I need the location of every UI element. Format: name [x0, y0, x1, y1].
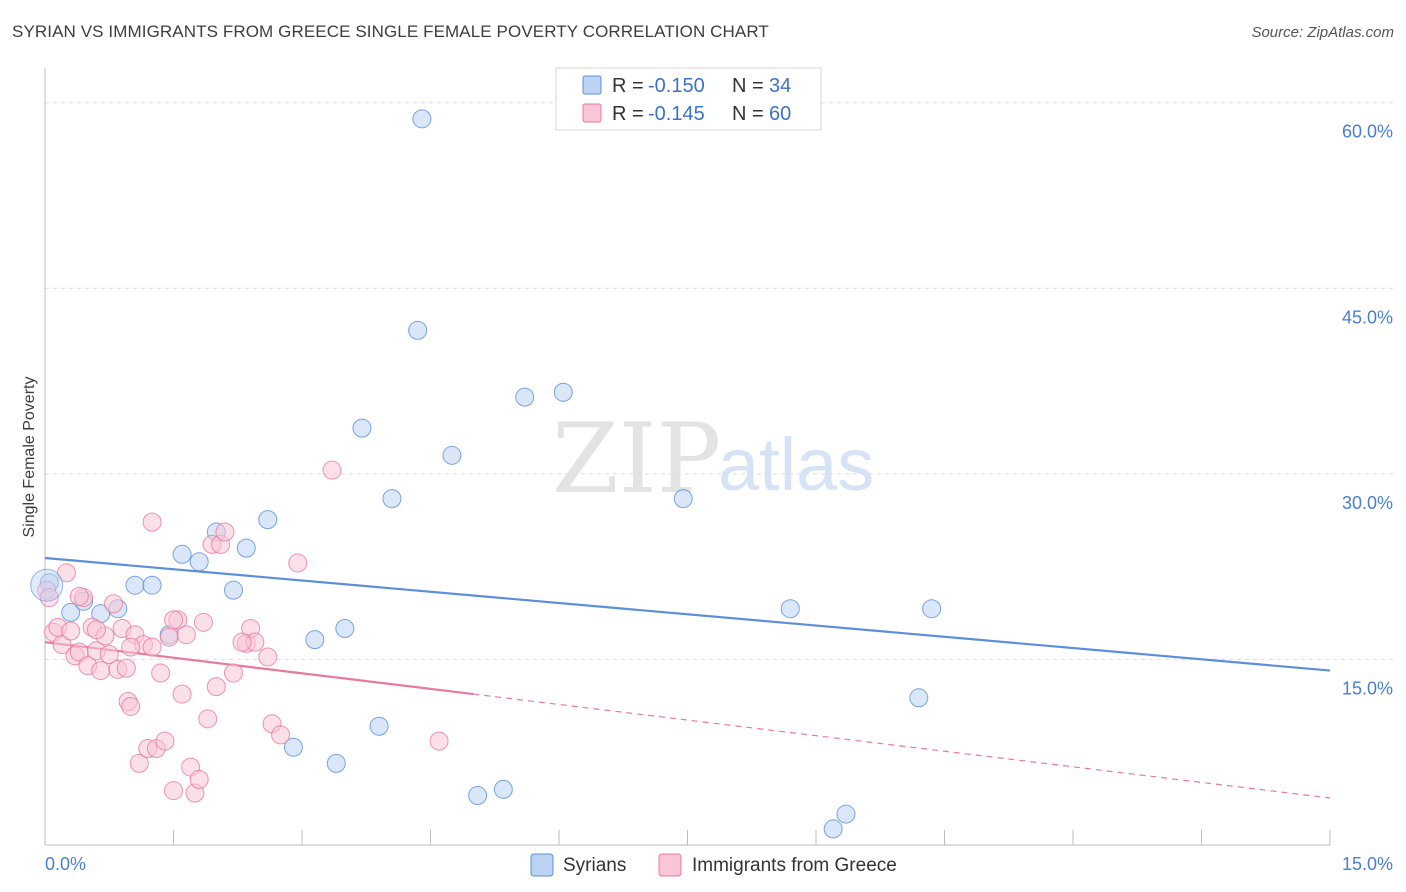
point-greece-16: [104, 594, 124, 614]
point-greece-4: [52, 635, 72, 655]
point-syrians-14: [283, 737, 303, 757]
point-syrians-8: [172, 544, 192, 564]
point-greece-33: [172, 684, 192, 704]
point-syrians-22: [412, 109, 432, 129]
legend-n-label-greece: N =: [732, 103, 764, 125]
point-greece-51: [288, 553, 308, 573]
point-syrians-29: [780, 599, 800, 619]
point-greece-23: [129, 753, 149, 773]
point-syrians-9: [189, 552, 209, 572]
point-syrians-13: [258, 510, 278, 530]
point-syrians-16: [326, 753, 346, 773]
y-tick-label-2: 45.0%: [1342, 307, 1393, 327]
point-syrians-6: [142, 575, 162, 595]
point-greece-41: [206, 677, 226, 697]
point-greece-29: [155, 731, 175, 751]
chart-source: Source: ZipAtlas.com: [1251, 24, 1394, 41]
point-syrians-21: [408, 320, 428, 340]
point-greece-26: [142, 637, 162, 657]
trend-line-syrians: [44, 556, 1331, 672]
watermark-atlas: atlas: [718, 423, 874, 506]
legend: R = -0.150 N = 34 R = -0.145 N = 60: [555, 67, 822, 131]
series-legend-swatch-syrians: [530, 853, 554, 877]
point-greece-37: [189, 769, 209, 789]
point-syrians-19: [369, 716, 389, 736]
point-syrians-18: [352, 418, 372, 438]
point-syrians-25: [493, 779, 513, 799]
legend-r-value-syrians: -0.150: [648, 75, 705, 97]
legend-swatch-greece: [582, 103, 602, 123]
point-syrians-30: [836, 804, 856, 824]
data-points: [30, 109, 942, 839]
legend-r-label-greece: R =: [612, 103, 644, 125]
point-syrians-5: [125, 575, 145, 595]
point-greece-34: [176, 625, 196, 645]
trend-line-greece-extension: [473, 693, 1331, 799]
point-greece-30: [159, 627, 179, 647]
x-tick-labels: 0.0% 15.0%: [45, 854, 1393, 874]
series-legend-label-greece: Immigrants from Greece: [692, 855, 897, 876]
point-greece-44: [223, 663, 243, 683]
y-tick-label-3: 60.0%: [1342, 122, 1393, 142]
point-greece-54: [142, 512, 162, 532]
point-greece-56: [86, 620, 106, 640]
point-greece-50: [271, 725, 291, 745]
series-legend: Syrians Immigrants from Greece: [530, 853, 897, 877]
point-greece-58: [164, 610, 183, 630]
series-legend-label-syrians: Syrians: [563, 855, 626, 876]
axes: [44, 68, 1331, 846]
point-syrians-1: [61, 602, 81, 622]
point-greece-38: [193, 612, 213, 632]
point-greece-31: [164, 781, 183, 801]
legend-r-label-syrians: R =: [612, 75, 644, 97]
y-tick-label-0: 15.0%: [1342, 678, 1393, 698]
x-tick-label-0: 0.0%: [45, 854, 86, 874]
point-syrians-15: [305, 630, 325, 650]
legend-n-value-syrians: 34: [769, 75, 791, 97]
chart-title: SYRIAN VS IMMIGRANTS FROM GREECE SINGLE …: [12, 22, 769, 41]
point-syrians-33: [922, 599, 942, 619]
point-greece-13: [91, 661, 111, 681]
point-greece-59: [232, 632, 252, 652]
point-greece-57: [121, 637, 141, 657]
point-greece-55: [69, 586, 89, 606]
point-syrians-20: [382, 489, 402, 509]
x-tick-label-1: 15.0%: [1342, 854, 1393, 874]
point-greece-53: [429, 731, 449, 751]
point-greece-19: [116, 658, 136, 678]
point-syrians-32: [909, 688, 929, 708]
series-legend-swatch-greece: [658, 853, 682, 877]
point-greece-6: [61, 621, 81, 641]
y-axis-label: Single Female Poverty: [21, 377, 38, 538]
point-greece-39: [198, 709, 218, 729]
point-syrians-cluster: [30, 568, 64, 602]
watermark: ZIP atlas: [552, 403, 874, 515]
point-greece-21: [121, 696, 141, 716]
legend-r-value-greece: -0.145: [648, 103, 705, 125]
legend-n-value-greece: 60: [769, 103, 791, 125]
y-tick-labels: 15.0% 30.0% 45.0% 60.0%: [1342, 122, 1393, 699]
point-syrians-26: [515, 387, 535, 407]
point-syrians-17: [335, 619, 355, 639]
point-syrians-28: [673, 489, 693, 509]
point-syrians-24: [468, 786, 488, 806]
point-syrians-31: [823, 819, 843, 839]
legend-swatch-syrians: [582, 75, 602, 95]
point-greece-48: [258, 647, 278, 667]
legend-n-label-syrians: N =: [732, 75, 764, 97]
point-greece-15: [99, 644, 119, 664]
point-syrians-27: [553, 382, 573, 402]
point-greece-1: [39, 588, 59, 608]
point-syrians-12: [236, 538, 256, 558]
point-greece-52: [322, 460, 342, 480]
watermark-zip: ZIP: [552, 403, 721, 515]
y-tick-label-1: 30.0%: [1342, 493, 1393, 513]
point-greece-43: [215, 522, 235, 542]
point-syrians-11: [223, 580, 243, 600]
point-greece-28: [151, 663, 171, 683]
point-syrians-23: [442, 445, 462, 465]
